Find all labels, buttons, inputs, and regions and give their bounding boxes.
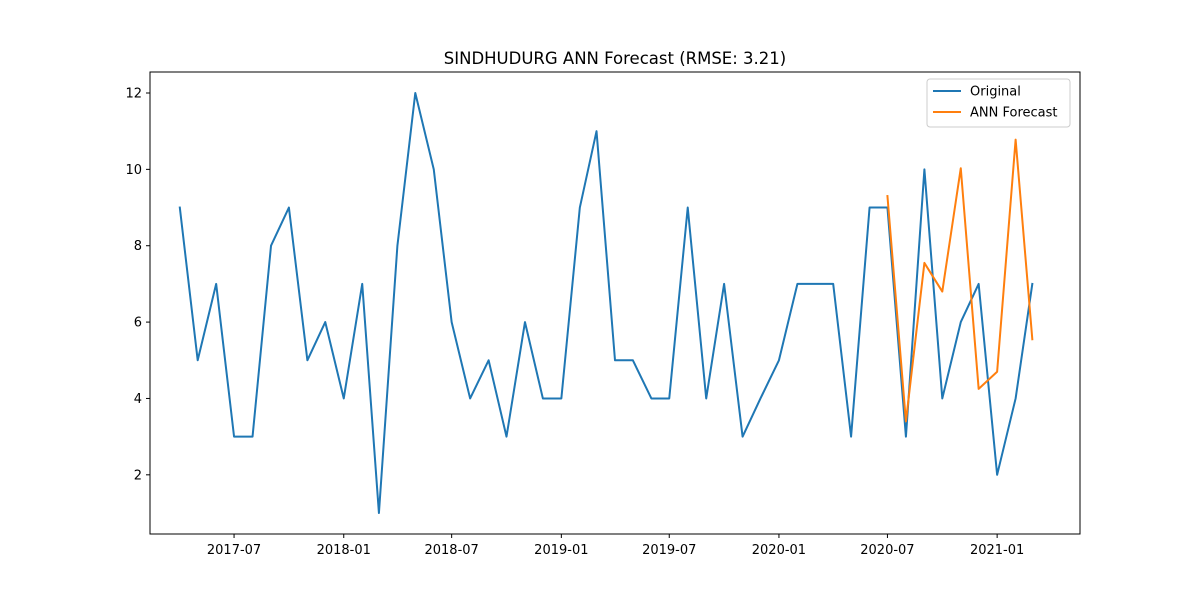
y-tick-label: 6 (134, 316, 142, 331)
series-line-1 (886, 138, 1034, 423)
y-tick-label: 8 (134, 239, 142, 254)
x-tick-label: 2018-07 (424, 543, 478, 558)
x-tick-label: 2019-07 (642, 543, 696, 558)
legend-label-1: ANN Forecast (970, 106, 1057, 121)
y-tick-label: 2 (134, 468, 142, 483)
legend-label-0: Original (970, 85, 1021, 100)
x-tick-label: 2020-07 (860, 543, 914, 558)
x-tick-label: 2018-01 (317, 543, 371, 558)
y-axis: 2 4 6 8 10 12 (125, 87, 150, 483)
y-tick-label: 4 (134, 392, 142, 407)
x-tick-label: 2017-07 (207, 543, 261, 558)
x-tick-label: 2019-01 (534, 543, 588, 558)
legend: Original ANN Forecast (926, 78, 1071, 128)
legend-box (926, 78, 1071, 128)
plot-lines (178, 92, 1034, 514)
y-tick-label: 12 (125, 87, 142, 102)
x-tick-label: 2021-01 (970, 543, 1024, 558)
plot-frame (149, 71, 1081, 535)
y-tick-label: 10 (125, 163, 142, 178)
x-axis: 2017-07 2018-01 2018-07 2019-01 2019-07 2020-… (207, 534, 1024, 558)
chart-title: SINDHUDURG ANN Forecast (RMSE: 3.21) (444, 49, 786, 68)
x-tick-label: 2020-01 (752, 543, 806, 558)
